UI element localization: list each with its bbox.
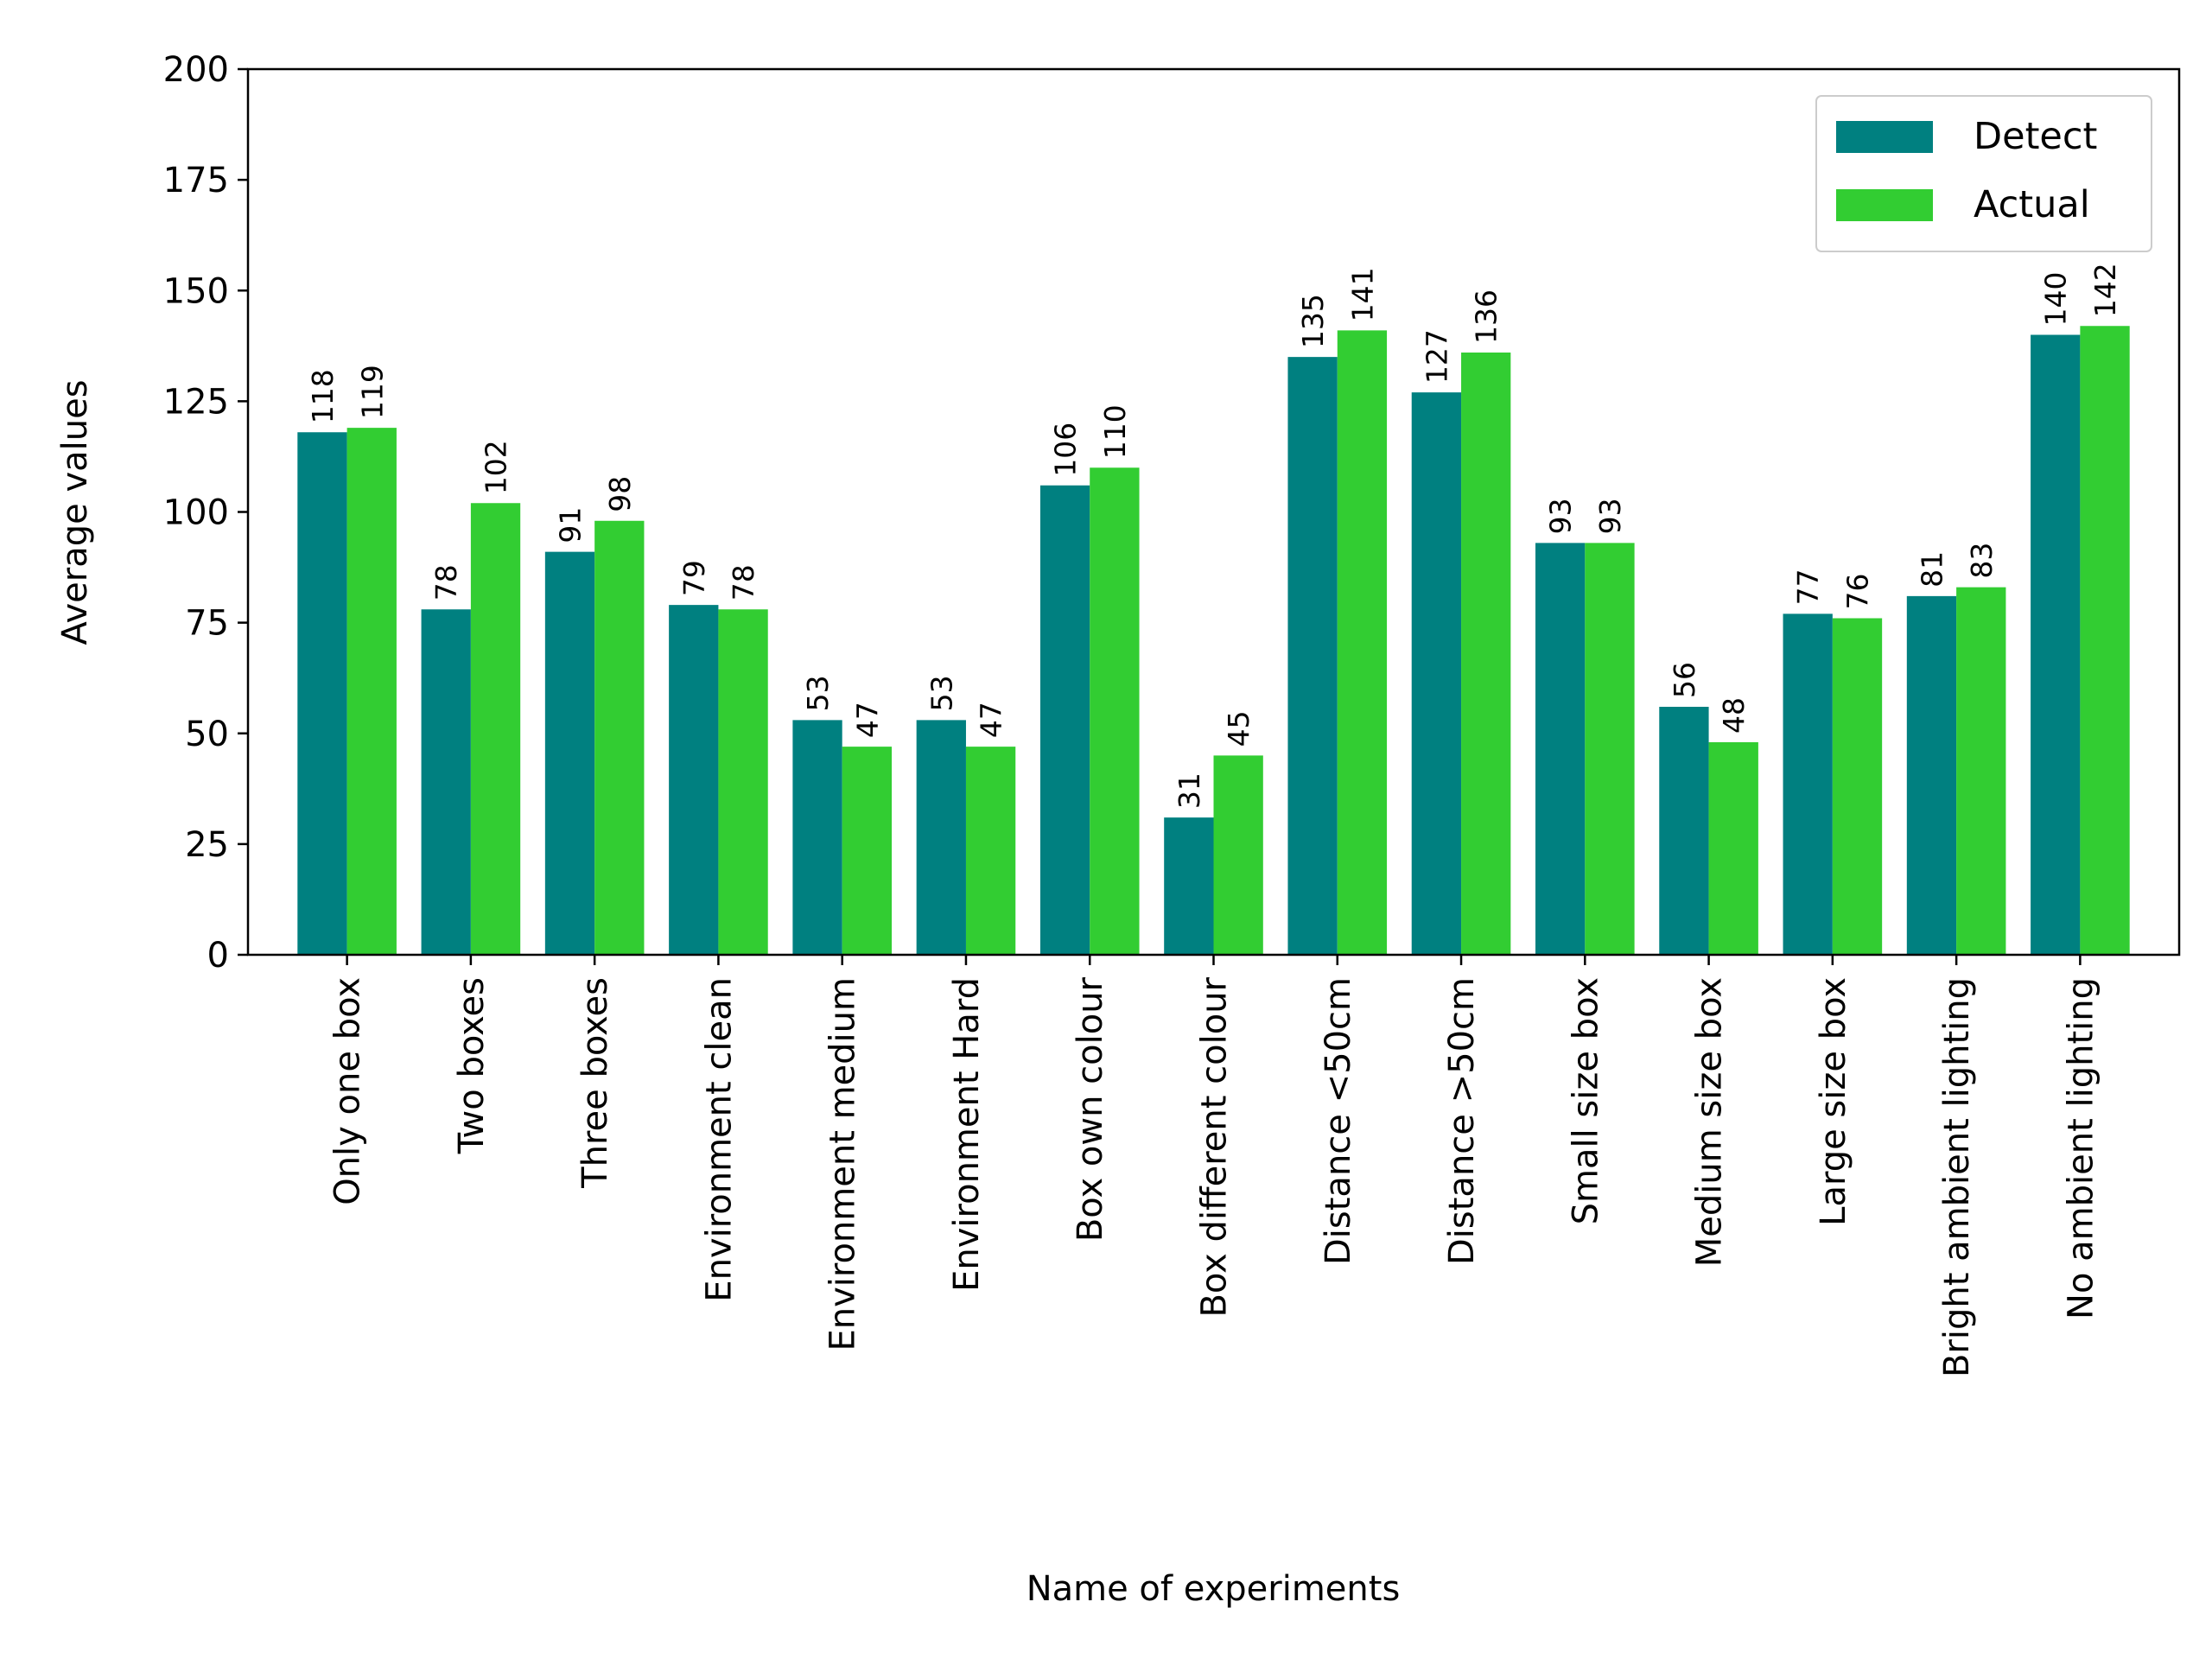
x-tick-label-medium-size-box: Medium size box	[1690, 977, 1730, 1267]
data-label-detect-environment-medium: 53	[801, 675, 835, 711]
x-axis-title: Name of experiments	[1027, 1569, 1401, 1609]
data-label-actual-small-size-box: 93	[1593, 498, 1627, 534]
data-label-detect-small-size-box: 93	[1544, 498, 1578, 534]
y-tick-label: 25	[185, 825, 229, 865]
bar-actual-three-boxes	[594, 520, 645, 955]
x-tick-label-distance-50cm: Distance >50cm	[1442, 977, 1482, 1265]
data-label-detect-distance-50cm: 135	[1296, 294, 1330, 348]
data-labels-group: 118 78 91 79 53 53 106 31 135 127 93 56 77 81 140 119 10…	[306, 263, 2122, 809]
y-tick-label: 0	[207, 936, 229, 976]
bar-detect-distance-50cm	[1287, 357, 1338, 955]
data-label-detect-large-size-box: 77	[1791, 569, 1825, 605]
data-label-detect-box-different-colour: 31	[1173, 772, 1206, 809]
data-label-actual-box-own-colour: 110	[1098, 404, 1132, 459]
bar-detect-large-size-box	[1783, 613, 1833, 955]
data-label-detect-bright-ambient-lighting: 81	[1915, 551, 1948, 588]
x-tick-label-environment-clean: Environment clean	[699, 977, 739, 1302]
bar-actual-distance-50cm	[1461, 353, 1511, 955]
x-tick-label-environment-medium: Environment medium	[823, 977, 863, 1351]
data-label-detect-box-own-colour: 106	[1049, 423, 1083, 477]
bars-group	[297, 326, 2130, 955]
data-label-actual-environment-clean: 78	[727, 564, 760, 601]
x-tick-label-small-size-box: Small size box	[1566, 977, 1605, 1224]
y-tick-label: 200	[163, 50, 229, 90]
bar-detect-environment-clean	[669, 605, 719, 955]
x-tick-label-large-size-box: Large size box	[1814, 977, 1853, 1226]
data-label-detect-distance-50cm: 127	[1420, 329, 1453, 384]
x-tick-label-box-different-colour: Box different colour	[1195, 976, 1235, 1317]
x-tick-label-two-boxes: Two boxes	[452, 977, 492, 1154]
bar-detect-bright-ambient-lighting	[1906, 595, 1957, 955]
bar-actual-no-ambient-lighting	[2080, 326, 2130, 955]
x-tick-label-environment-hard: Environment Hard	[947, 977, 987, 1292]
data-label-actual-distance-50cm: 141	[1345, 267, 1379, 321]
bar-actual-medium-size-box	[1708, 742, 1758, 955]
bar-actual-box-own-colour	[1090, 467, 1140, 955]
y-tick-label: 100	[163, 493, 229, 533]
bar-detect-small-size-box	[1535, 543, 1586, 955]
data-label-detect-environment-clean: 79	[677, 560, 711, 596]
y-axis-title: Average values	[55, 379, 95, 645]
bar-actual-two-boxes	[470, 503, 521, 955]
x-tick-label-no-ambient-lighting: No ambient lighting	[2061, 977, 2101, 1319]
legend-label-detect: Detect	[1974, 115, 2097, 158]
data-label-actual-environment-medium: 47	[850, 702, 884, 738]
bar-actual-bright-ambient-lighting	[1956, 587, 2006, 955]
bar-actual-box-different-colour	[1213, 755, 1263, 955]
data-label-actual-box-different-colour: 45	[1222, 710, 1255, 747]
bar-detect-two-boxes	[421, 609, 471, 955]
bar-actual-small-size-box	[1585, 543, 1635, 955]
bar-actual-only-one-box	[346, 428, 397, 955]
y-tick-label: 75	[185, 604, 229, 644]
legend: Detect Actual	[1815, 95, 2152, 252]
legend-swatch-detect	[1836, 121, 1933, 153]
bar-detect-environment-hard	[916, 720, 966, 955]
data-label-actual-three-boxes: 98	[603, 476, 637, 512]
data-label-detect-no-ambient-lighting: 140	[2039, 272, 2073, 327]
bar-actual-environment-clean	[718, 609, 768, 955]
y-tick-label: 150	[163, 271, 229, 311]
bar-detect-medium-size-box	[1659, 707, 1709, 955]
bar-detect-box-own-colour	[1039, 485, 1090, 955]
data-label-detect-environment-hard: 53	[925, 675, 958, 711]
bar-detect-box-different-colour	[1164, 817, 1214, 955]
bar-actual-environment-hard	[965, 747, 1016, 955]
data-label-actual-only-one-box: 119	[355, 365, 389, 419]
bar-detect-only-one-box	[297, 432, 347, 955]
data-label-actual-bright-ambient-lighting: 83	[1965, 543, 1999, 579]
x-tick-label-distance-50cm: Distance <50cm	[1319, 977, 1358, 1265]
x-tick-label-only-one-box: Only one box	[328, 977, 368, 1205]
x-tick-label-box-own-colour: Box own colour	[1071, 976, 1110, 1242]
bar-detect-three-boxes	[544, 551, 595, 955]
bar-detect-no-ambient-lighting	[2031, 334, 2081, 955]
legend-label-actual: Actual	[1974, 183, 2090, 226]
y-tick-label: 125	[163, 382, 229, 422]
y-axis: 0 25 50 75 100 125 150 175 200	[163, 50, 248, 976]
data-label-actual-no-ambient-lighting: 142	[2088, 263, 2122, 317]
data-label-actual-two-boxes: 102	[480, 440, 513, 494]
data-label-detect-three-boxes: 91	[554, 507, 588, 543]
data-label-actual-environment-hard: 47	[975, 702, 1008, 738]
bar-actual-distance-50cm	[1337, 330, 1388, 955]
legend-swatch-actual	[1836, 189, 1933, 221]
x-tick-label-bright-ambient-lighting: Bright ambient lighting	[1937, 977, 1977, 1377]
data-label-actual-distance-50cm: 136	[1470, 289, 1503, 344]
data-label-actual-medium-size-box: 48	[1717, 697, 1751, 734]
y-tick-label: 50	[185, 715, 229, 754]
data-label-detect-two-boxes: 78	[429, 564, 463, 601]
data-label-detect-only-one-box: 118	[306, 369, 340, 423]
bar-detect-distance-50cm	[1411, 392, 1462, 955]
x-axis: Only one box Two boxes Three boxes Environm…	[328, 955, 2101, 1377]
bar-detect-environment-medium	[792, 720, 842, 955]
x-tick-label-three-boxes: Three boxes	[575, 977, 615, 1189]
data-label-actual-large-size-box: 76	[1841, 574, 1875, 610]
bar-actual-large-size-box	[1832, 618, 1883, 955]
data-label-detect-medium-size-box: 56	[1668, 662, 1701, 698]
y-tick-label: 175	[163, 161, 229, 200]
bar-actual-environment-medium	[842, 747, 892, 955]
